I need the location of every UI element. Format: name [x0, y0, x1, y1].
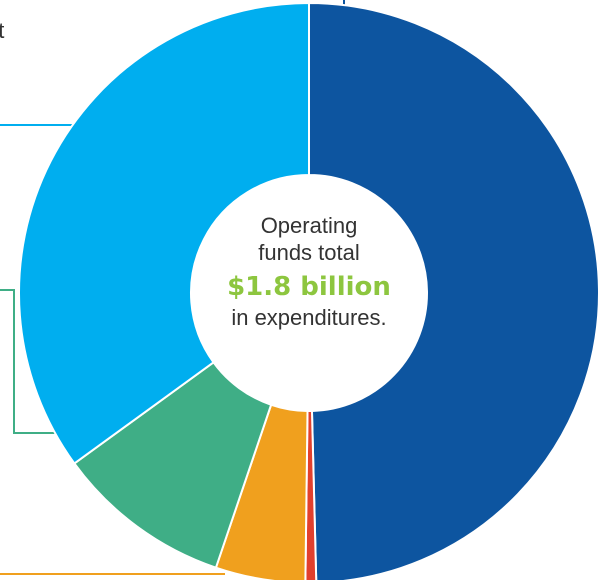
donut-hole	[191, 175, 427, 411]
center-amount: $1.8 billion	[227, 272, 391, 302]
leader-line-3	[0, 289, 74, 434]
center-label-line-2: funds total	[258, 240, 360, 265]
center-label-line-3: in expenditures.	[231, 305, 387, 330]
partial-label-text: ot	[0, 18, 5, 43]
donut-slices	[18, 1, 599, 580]
center-label: Operating funds total $1.8 billion in ex…	[209, 212, 409, 331]
leader-lines	[0, 0, 345, 575]
center-label-line-1: Operating	[260, 213, 358, 238]
